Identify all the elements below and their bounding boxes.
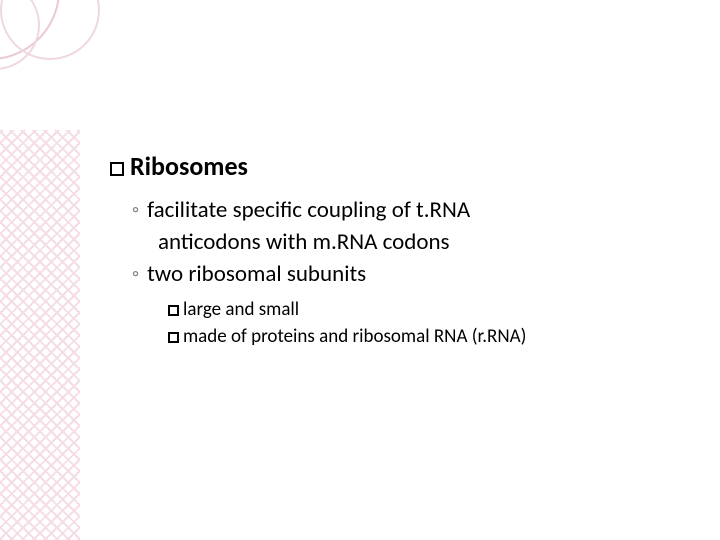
ring-bullet-icon: ◦ [132,262,139,286]
bullet-text: large and small [183,298,299,321]
bullet-level2: made of proteins and ribosomal RNA (r.RN… [168,325,680,348]
heading-text: Ribosomes [130,150,248,182]
deco-circle [0,0,100,60]
bullet-text: facilitate specific coupling of t.RNA [147,196,470,224]
bullet-level1: ◦ two ribosomal subunits [132,260,680,288]
bullet-level1: ◦ facilitate specific coupling of t.RNA [132,196,680,224]
bullet-text: anticodons with m.RNA codons [158,228,450,256]
bullet-level2: large and small [168,298,680,321]
bullet-level1-continuation: anticodons with m.RNA codons [158,228,680,256]
bullet-text: made of proteins and ribosomal RNA (r.RN… [183,325,526,348]
deco-circle [0,0,40,70]
deco-circle [0,0,60,60]
ring-bullet-icon: ◦ [132,198,139,222]
square-bullet-icon [168,332,179,343]
square-bullet-icon [168,305,179,316]
bullet-text: two ribosomal subunits [147,260,366,288]
square-bullet-icon [110,162,124,176]
heading: Ribosomes [110,150,680,182]
left-pattern-strip [0,130,80,540]
slide-content: Ribosomes ◦ facilitate specific coupling … [110,150,680,348]
